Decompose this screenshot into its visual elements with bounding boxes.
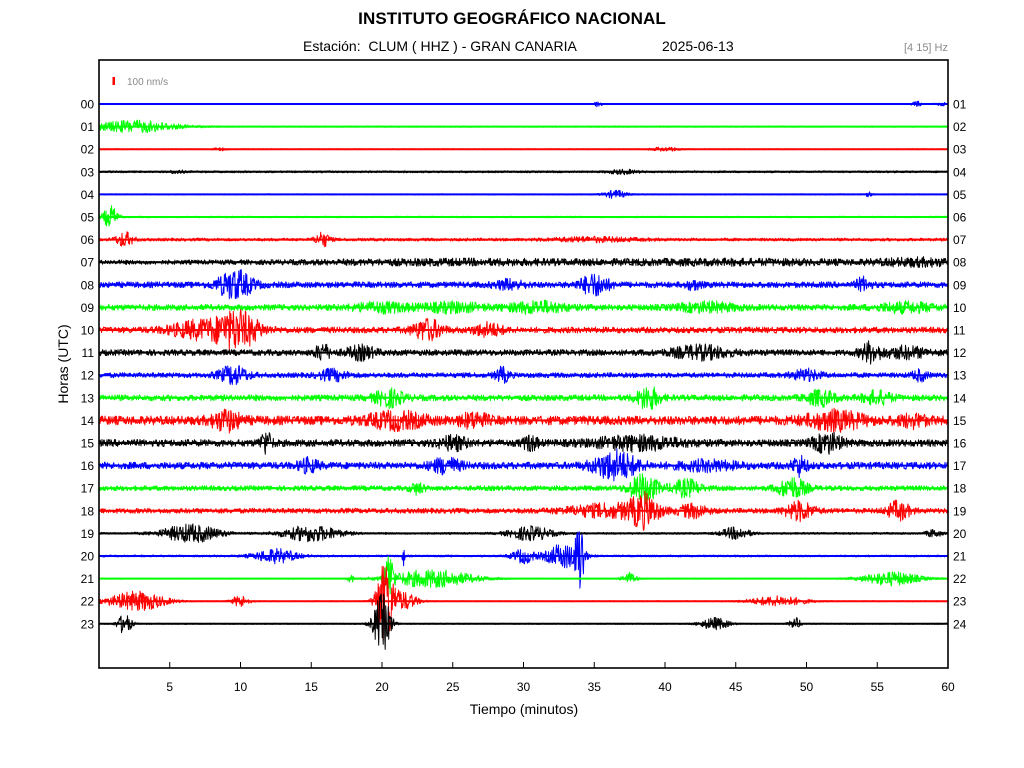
trace-hour-05: [98, 205, 949, 227]
hour-label-right: 03: [953, 143, 967, 157]
hour-label-left: 22: [81, 595, 95, 609]
hour-label-right: 11: [953, 324, 966, 338]
hour-label-right: 04: [953, 165, 967, 179]
hour-label-right: 14: [953, 391, 967, 405]
hour-label-left: 09: [81, 301, 95, 315]
scale-label: 100 nm/s: [127, 77, 168, 88]
date-label: 2025-06-13: [662, 38, 734, 54]
hour-label-left: 05: [81, 211, 95, 225]
trace-hour-13: [98, 386, 949, 410]
hour-label-left: 13: [81, 391, 95, 405]
hour-label-left: 16: [81, 459, 95, 473]
trace-hour-22: [98, 565, 949, 641]
x-tick-label: 55: [871, 680, 885, 694]
hour-label-left: 00: [81, 98, 95, 112]
plot-frame: [98, 59, 949, 669]
hour-label-left: 17: [81, 482, 95, 496]
hour-label-right: 20: [953, 527, 967, 541]
hour-label-right: 23: [953, 595, 967, 609]
hour-labels-right: 01 02 03 04 05 06 07 08 09 10 11 12 13 14 15 16 17 18 19 20…: [953, 98, 967, 632]
hour-label-right: 12: [953, 346, 967, 360]
hour-label-right: 13: [953, 369, 967, 383]
hour-label-left: 02: [81, 143, 95, 157]
x-tick-label: 10: [234, 680, 248, 694]
hour-label-right: 10: [953, 301, 967, 315]
hour-label-left: 07: [81, 256, 95, 270]
trace-hour-09: [98, 299, 949, 315]
hour-label-right: 09: [953, 278, 967, 292]
hour-label-right: 08: [953, 256, 967, 270]
hour-label-left: 10: [81, 324, 95, 338]
x-tick-label: 20: [375, 680, 389, 694]
x-tick-label: 40: [658, 680, 672, 694]
hour-label-right: 07: [953, 233, 967, 247]
x-tick-label: 30: [517, 680, 531, 694]
x-tick-label: 45: [729, 680, 743, 694]
hour-label-left: 18: [81, 504, 95, 518]
x-tick-label: 35: [588, 680, 602, 694]
hour-label-right: 22: [953, 572, 967, 586]
station-name: CLUM ( HHZ ) - GRAN CANARIA: [368, 38, 577, 54]
y-axis-title: Horas (UTC): [55, 324, 71, 403]
scale-bar: [112, 77, 115, 85]
hour-label-left: 14: [81, 414, 95, 428]
hour-label-right: 02: [953, 120, 967, 134]
trace-hour-16: [98, 448, 949, 482]
hour-label-right: 19: [953, 504, 967, 518]
x-ticks: 5 10 15 20 25 30 35 40 45 50 55 60: [166, 662, 955, 694]
station-prefix: Estación:: [303, 38, 361, 54]
hour-label-left: 19: [81, 527, 95, 541]
x-tick-label: 60: [941, 680, 955, 694]
hour-label-right: 16: [953, 437, 967, 451]
hour-label-left: 08: [81, 278, 95, 292]
x-tick-label: 25: [446, 680, 460, 694]
hour-label-right: 24: [953, 617, 967, 631]
hour-label-left: 23: [81, 617, 95, 631]
hour-label-right: 17: [953, 459, 967, 473]
hour-label-left: 21: [81, 572, 95, 586]
hour-label-left: 11: [82, 346, 95, 360]
hour-label-left: 01: [81, 120, 95, 134]
hour-label-right: 21: [953, 550, 967, 564]
hour-label-right: 05: [953, 188, 967, 202]
x-tick-label: 15: [305, 680, 319, 694]
hour-label-right: 15: [953, 414, 967, 428]
hour-label-left: 20: [81, 550, 95, 564]
page-title: INSTITUTO GEOGRÁFICO NACIONAL: [358, 9, 666, 28]
x-tick-label: 5: [166, 680, 173, 694]
filter-label: [4 15] Hz: [903, 42, 948, 54]
hour-label-left: 15: [81, 437, 95, 451]
hour-label-left: 04: [81, 188, 95, 202]
hour-label-right: 01: [953, 98, 967, 112]
hour-label-left: 06: [81, 233, 95, 247]
hour-labels-left: 00 01 02 03 04 05 06 07 08 09 10 11 12 13 14 15 16 17 18 19…: [81, 98, 95, 632]
trace-group: [98, 100, 949, 650]
trace-hour-12: [98, 365, 949, 386]
hour-label-left: 12: [81, 369, 95, 383]
x-tick-label: 50: [800, 680, 814, 694]
trace-hour-11: [98, 340, 949, 365]
hour-label-left: 03: [81, 165, 95, 179]
x-axis-title: Tiempo (minutos): [470, 701, 578, 717]
station-line: Estación: CLUM ( HHZ ) - GRAN CANARIA: [303, 38, 577, 54]
hour-label-right: 18: [953, 482, 967, 496]
hour-label-right: 06: [953, 211, 967, 225]
trace-hour-07: [98, 256, 949, 269]
